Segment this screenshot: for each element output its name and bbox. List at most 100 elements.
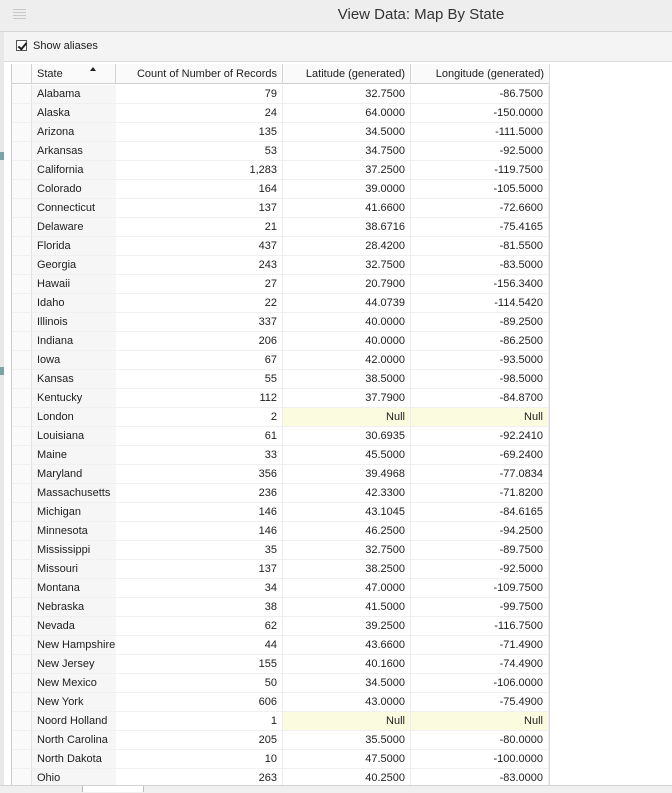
cell-count[interactable]: 1,283 — [116, 161, 283, 180]
row-header[interactable] — [12, 161, 32, 180]
show-aliases-checkbox[interactable] — [16, 40, 27, 51]
cell-state[interactable]: Noord Holland — [32, 712, 116, 731]
cell-count[interactable]: 62 — [116, 617, 283, 636]
cell-longitude[interactable]: -114.5420 — [411, 294, 549, 313]
cell-count[interactable]: 164 — [116, 180, 283, 199]
table-row[interactable]: Nevada 62 39.2500 -116.7500 — [12, 617, 672, 636]
cell-count[interactable]: 135 — [116, 123, 283, 142]
cell-state[interactable]: Connecticut — [32, 199, 116, 218]
table-row[interactable]: California 1,283 37.2500 -119.7500 — [12, 161, 672, 180]
cell-state[interactable]: Minnesota — [32, 522, 116, 541]
cell-state[interactable]: London — [32, 408, 116, 427]
table-row[interactable]: Montana 34 47.0000 -109.7500 — [12, 579, 672, 598]
row-header[interactable] — [12, 484, 32, 503]
row-header[interactable] — [12, 446, 32, 465]
cell-state[interactable]: Arizona — [32, 123, 116, 142]
cell-state[interactable]: Maryland — [32, 465, 116, 484]
cell-state[interactable]: New Mexico — [32, 674, 116, 693]
column-header-longitude[interactable]: Longitude (generated) — [411, 64, 550, 84]
cell-latitude[interactable]: 34.5000 — [283, 123, 411, 142]
cell-longitude[interactable]: -100.0000 — [411, 750, 549, 769]
cell-count[interactable]: 21 — [116, 218, 283, 237]
cell-latitude[interactable]: 47.5000 — [283, 750, 411, 769]
cell-latitude[interactable]: 39.4968 — [283, 465, 411, 484]
cell-latitude[interactable]: 40.0000 — [283, 313, 411, 332]
cell-latitude[interactable]: 30.6935 — [283, 427, 411, 446]
cell-count[interactable]: 67 — [116, 351, 283, 370]
row-header[interactable] — [12, 142, 32, 161]
cell-state[interactable]: Arkansas — [32, 142, 116, 161]
table-row[interactable]: Kentucky 112 37.7900 -84.8700 — [12, 389, 672, 408]
row-header[interactable] — [12, 636, 32, 655]
cell-longitude[interactable]: Null — [411, 712, 549, 731]
cell-latitude[interactable]: 20.7900 — [283, 275, 411, 294]
cell-count[interactable]: 356 — [116, 465, 283, 484]
table-row[interactable]: Louisiana 61 30.6935 -92.2410 — [12, 427, 672, 446]
table-row[interactable]: Florida 437 28.4200 -81.5500 — [12, 237, 672, 256]
cell-longitude[interactable]: -84.6165 — [411, 503, 549, 522]
cell-state[interactable]: Kentucky — [32, 389, 116, 408]
cell-longitude[interactable]: -92.5000 — [411, 560, 549, 579]
row-header[interactable] — [12, 427, 32, 446]
cell-longitude[interactable]: -94.2500 — [411, 522, 549, 541]
sort-ascending-icon[interactable] — [90, 67, 96, 71]
cell-count[interactable]: 205 — [116, 731, 283, 750]
cell-latitude[interactable]: Null — [283, 712, 411, 731]
cell-longitude[interactable]: Null — [411, 408, 549, 427]
table-row[interactable]: Georgia 243 32.7500 -83.5000 — [12, 256, 672, 275]
cell-state[interactable]: Mississippi — [32, 541, 116, 560]
table-row[interactable]: Indiana 206 40.0000 -86.2500 — [12, 332, 672, 351]
row-header[interactable] — [12, 199, 32, 218]
row-header[interactable] — [12, 104, 32, 123]
cell-latitude[interactable]: 34.7500 — [283, 142, 411, 161]
table-row[interactable]: Maine 33 45.5000 -69.2400 — [12, 446, 672, 465]
cell-state[interactable]: Illinois — [32, 313, 116, 332]
row-header[interactable] — [12, 503, 32, 522]
row-header[interactable] — [12, 237, 32, 256]
column-header-count[interactable]: Count of Number of Records — [116, 64, 283, 84]
cell-latitude[interactable]: 46.2500 — [283, 522, 411, 541]
row-header[interactable] — [12, 560, 32, 579]
row-header[interactable] — [12, 750, 32, 769]
cell-state[interactable]: New Hampshire — [32, 636, 116, 655]
cell-count[interactable]: 10 — [116, 750, 283, 769]
grip-icon[interactable] — [13, 9, 26, 20]
cell-count[interactable]: 146 — [116, 522, 283, 541]
cell-count[interactable]: 155 — [116, 655, 283, 674]
cell-longitude[interactable]: -80.0000 — [411, 731, 549, 750]
cell-longitude[interactable]: -119.7500 — [411, 161, 549, 180]
cell-longitude[interactable]: -77.0834 — [411, 465, 549, 484]
cell-latitude[interactable]: 42.3300 — [283, 484, 411, 503]
cell-count[interactable]: 55 — [116, 370, 283, 389]
column-header-latitude[interactable]: Latitude (generated) — [283, 64, 411, 84]
cell-latitude[interactable]: 41.5000 — [283, 598, 411, 617]
cell-state[interactable]: Florida — [32, 237, 116, 256]
row-header[interactable] — [12, 294, 32, 313]
cell-longitude[interactable]: -83.5000 — [411, 256, 549, 275]
window-titlebar[interactable]: View Data: Map By State — [0, 0, 672, 32]
cell-count[interactable]: 146 — [116, 503, 283, 522]
cell-latitude[interactable]: 35.5000 — [283, 731, 411, 750]
cell-longitude[interactable]: -150.0000 — [411, 104, 549, 123]
cell-state[interactable]: Louisiana — [32, 427, 116, 446]
cell-latitude[interactable]: 37.2500 — [283, 161, 411, 180]
cell-state[interactable]: Georgia — [32, 256, 116, 275]
cell-latitude[interactable]: 47.0000 — [283, 579, 411, 598]
table-row[interactable]: New Hampshire 44 43.6600 -71.4900 — [12, 636, 672, 655]
cell-count[interactable]: 61 — [116, 427, 283, 446]
cell-longitude[interactable]: -92.2410 — [411, 427, 549, 446]
cell-longitude[interactable]: -75.4900 — [411, 693, 549, 712]
cell-latitude[interactable]: 41.6600 — [283, 199, 411, 218]
cell-longitude[interactable]: -99.7500 — [411, 598, 549, 617]
table-row[interactable]: Kansas 55 38.5000 -98.5000 — [12, 370, 672, 389]
cell-latitude[interactable]: Null — [283, 408, 411, 427]
table-row[interactable]: Missouri 137 38.2500 -92.5000 — [12, 560, 672, 579]
cell-latitude[interactable]: 38.2500 — [283, 560, 411, 579]
cell-count[interactable]: 437 — [116, 237, 283, 256]
cell-count[interactable]: 24 — [116, 104, 283, 123]
cell-latitude[interactable]: 32.7500 — [283, 85, 411, 104]
table-row[interactable]: North Carolina 205 35.5000 -80.0000 — [12, 731, 672, 750]
cell-latitude[interactable]: 40.0000 — [283, 332, 411, 351]
cell-count[interactable]: 79 — [116, 85, 283, 104]
row-header[interactable] — [12, 617, 32, 636]
